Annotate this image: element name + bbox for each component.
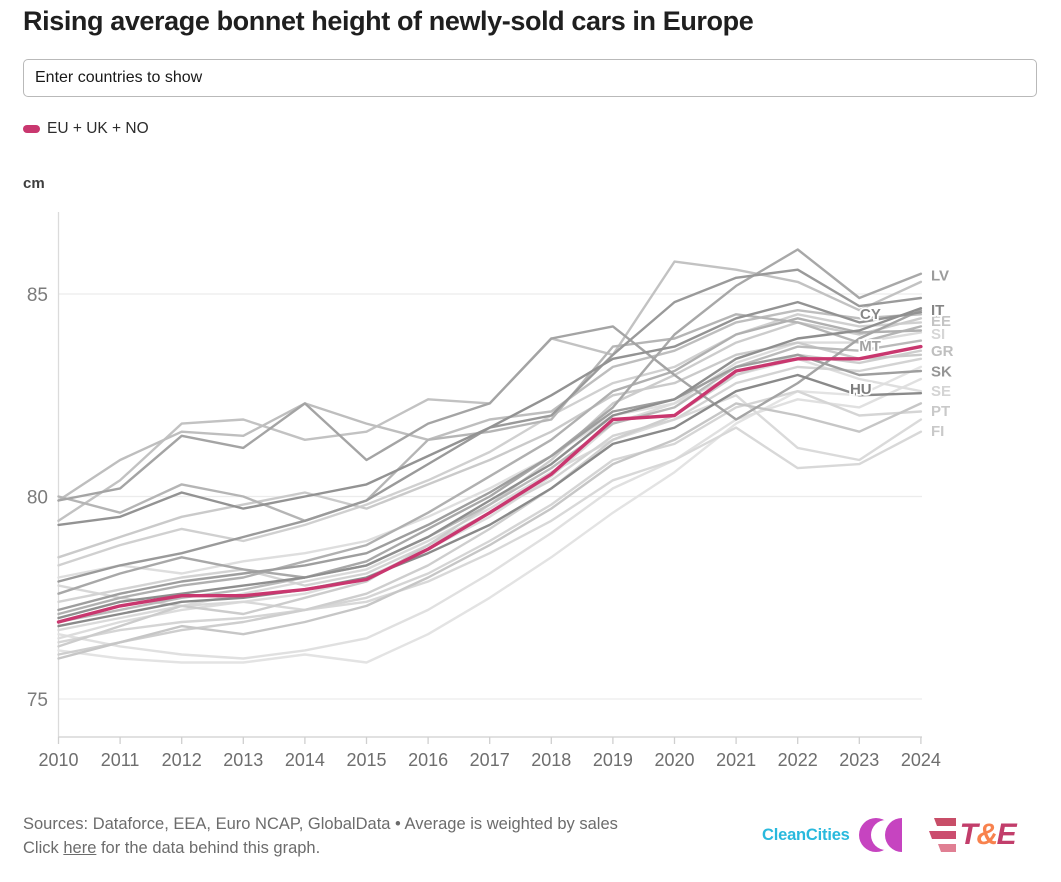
- te-letter-e: E: [996, 818, 1017, 851]
- country-search: [23, 59, 1037, 97]
- te-logo-text: T&E: [959, 818, 1017, 852]
- country-label-gr: GR: [931, 343, 954, 360]
- legend-swatch-icon: [23, 125, 40, 133]
- sources-line: Sources: Dataforce, EEA, Euro NCAP, Glob…: [23, 815, 618, 833]
- data-link[interactable]: here: [63, 838, 97, 857]
- search-input[interactable]: [23, 59, 1037, 97]
- series-line-si[interactable]: [57, 331, 923, 640]
- country-label-cy: CY: [860, 306, 881, 323]
- series-line[interactable]: [57, 377, 923, 660]
- country-label-pt: PT: [931, 403, 950, 420]
- te-letter-t: T: [959, 818, 978, 851]
- te-ampersand: &: [976, 818, 999, 851]
- country-label-lv: LV: [931, 267, 949, 284]
- series-line-eu-uk-no-highlight[interactable]: [56, 344, 923, 624]
- cleancities-logo-text: CleanCities: [762, 825, 850, 844]
- x-tick-label-2017: 2017: [470, 750, 510, 770]
- x-tick-label-2018: 2018: [531, 750, 571, 770]
- series-line-lv[interactable]: [57, 248, 923, 595]
- series-line[interactable]: [57, 317, 923, 616]
- legend: EU + UK + NO: [23, 120, 149, 138]
- x-tick-label-2019: 2019: [593, 750, 633, 770]
- series-line[interactable]: [57, 308, 923, 502]
- x-tick-label-2022: 2022: [778, 750, 818, 770]
- country-label-it: IT: [931, 302, 944, 319]
- series-line[interactable]: [57, 308, 923, 502]
- x-tick-label-2010: 2010: [38, 750, 78, 770]
- y-tick-label-80: 80: [27, 488, 48, 509]
- x-tick-label-2013: 2013: [223, 750, 263, 770]
- series-line[interactable]: [57, 341, 923, 559]
- page-title: Rising average bonnet height of newly-so…: [23, 6, 754, 36]
- bonnet-height-line-chart: 85 80 75 2010 2011 2012 2013 2014 2015 2016 2017 20…: [27, 212, 955, 770]
- series-line[interactable]: [57, 260, 923, 522]
- series-line-hu[interactable]: [57, 373, 923, 628]
- country-label-si: SI: [931, 326, 945, 343]
- y-tick-label-85: 85: [27, 285, 48, 306]
- series-line[interactable]: [57, 402, 923, 660]
- country-label-sk: SK: [931, 363, 952, 380]
- country-label-mt: MT: [859, 338, 881, 355]
- x-tick-label-2014: 2014: [285, 750, 325, 770]
- x-tick-label-2024: 2024: [901, 750, 941, 770]
- series-line-it[interactable]: [57, 306, 923, 620]
- country-label-fi: FI: [931, 423, 944, 440]
- country-label-ee: EE: [931, 313, 951, 330]
- x-tick-label-2011: 2011: [101, 750, 140, 770]
- series-line-fi[interactable]: [57, 426, 923, 612]
- country-label-hu: HU: [850, 381, 872, 398]
- series-line-sk[interactable]: [57, 353, 923, 612]
- x-tick-label-2012: 2012: [162, 750, 202, 770]
- x-tick-label-2015: 2015: [346, 750, 386, 770]
- legend-label: EU + UK + NO: [47, 120, 149, 137]
- x-tick-label-2023: 2023: [839, 750, 879, 770]
- series-line[interactable]: [57, 394, 923, 632]
- series-line[interactable]: [57, 313, 923, 567]
- x-tick-label-2020: 2020: [654, 750, 694, 770]
- x-tick-label-2016: 2016: [408, 750, 448, 770]
- data-link-line: Click here for the data behind this grap…: [23, 838, 321, 857]
- y-tick-label-75: 75: [27, 690, 48, 711]
- logo-row: CleanCities T&E: [762, 810, 1038, 860]
- series-line[interactable]: [57, 365, 923, 664]
- cleancities-logo-icon: [858, 818, 902, 852]
- series-line[interactable]: [57, 313, 923, 522]
- chart-footer: Sources: Dataforce, EEA, Euro NCAP, Glob…: [23, 813, 618, 861]
- country-label-se: SE: [931, 383, 951, 400]
- y-axis-unit-label: cm: [23, 175, 45, 192]
- te-logo-stripes-icon: [928, 818, 956, 852]
- x-tick-label-2021: 2021: [716, 750, 756, 770]
- series-line-cy[interactable]: [57, 300, 923, 527]
